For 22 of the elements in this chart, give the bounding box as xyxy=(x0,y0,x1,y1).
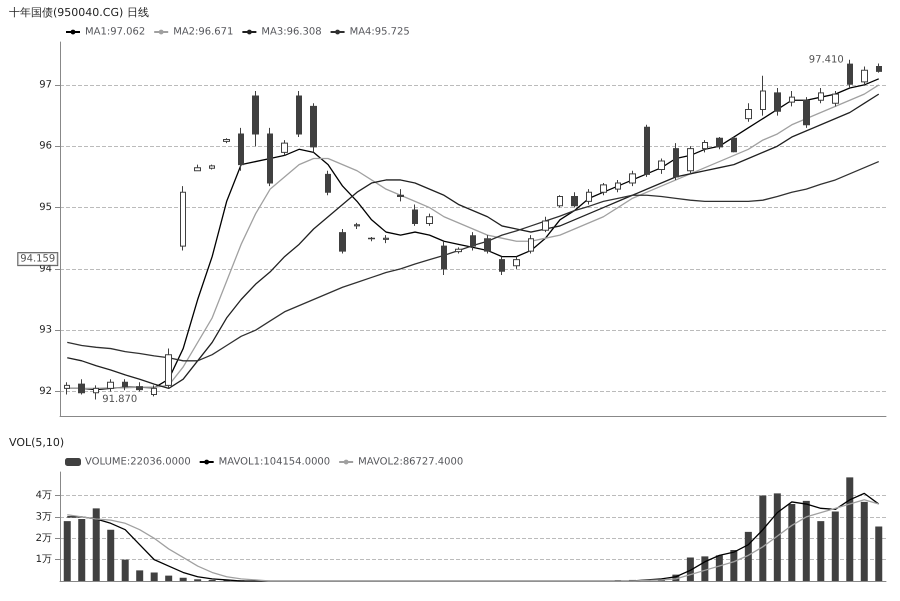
y-tick-label: 92 xyxy=(39,386,52,397)
annotation: 91.870 xyxy=(102,394,138,405)
legend-label: MAVOL1:104154.0000 xyxy=(218,456,330,468)
y-tick-label: 1万 xyxy=(36,554,52,566)
y-tick-label: 2万 xyxy=(36,532,52,544)
legend-label: MA3:96.308 xyxy=(261,26,322,38)
annotation: 97.410 xyxy=(808,54,844,66)
y-tick-label: 4万 xyxy=(36,490,52,502)
chart-title: VOL(5,10) xyxy=(9,436,64,449)
legend-label: MA2:96.671 xyxy=(173,26,234,38)
y-tick-label: 95 xyxy=(39,202,52,214)
y-tick-label: 94 xyxy=(39,263,52,274)
y-tick-label: 97 xyxy=(39,79,52,90)
annotation: 94.159 xyxy=(20,254,56,265)
chart-title: 十年国债(950040.CG) 日线 xyxy=(9,6,149,19)
legend-label: MA1:97.062 xyxy=(85,26,146,38)
y-tick-label: 3万 xyxy=(36,511,52,522)
legend-label: VOLUME:22036.0000 xyxy=(85,456,191,468)
y-tick-label: 93 xyxy=(39,324,52,336)
y-tick-label: 96 xyxy=(39,140,52,152)
legend-label: MAVOL2:86727.4000 xyxy=(358,456,464,468)
legend-label: MA4:95.725 xyxy=(350,26,410,38)
